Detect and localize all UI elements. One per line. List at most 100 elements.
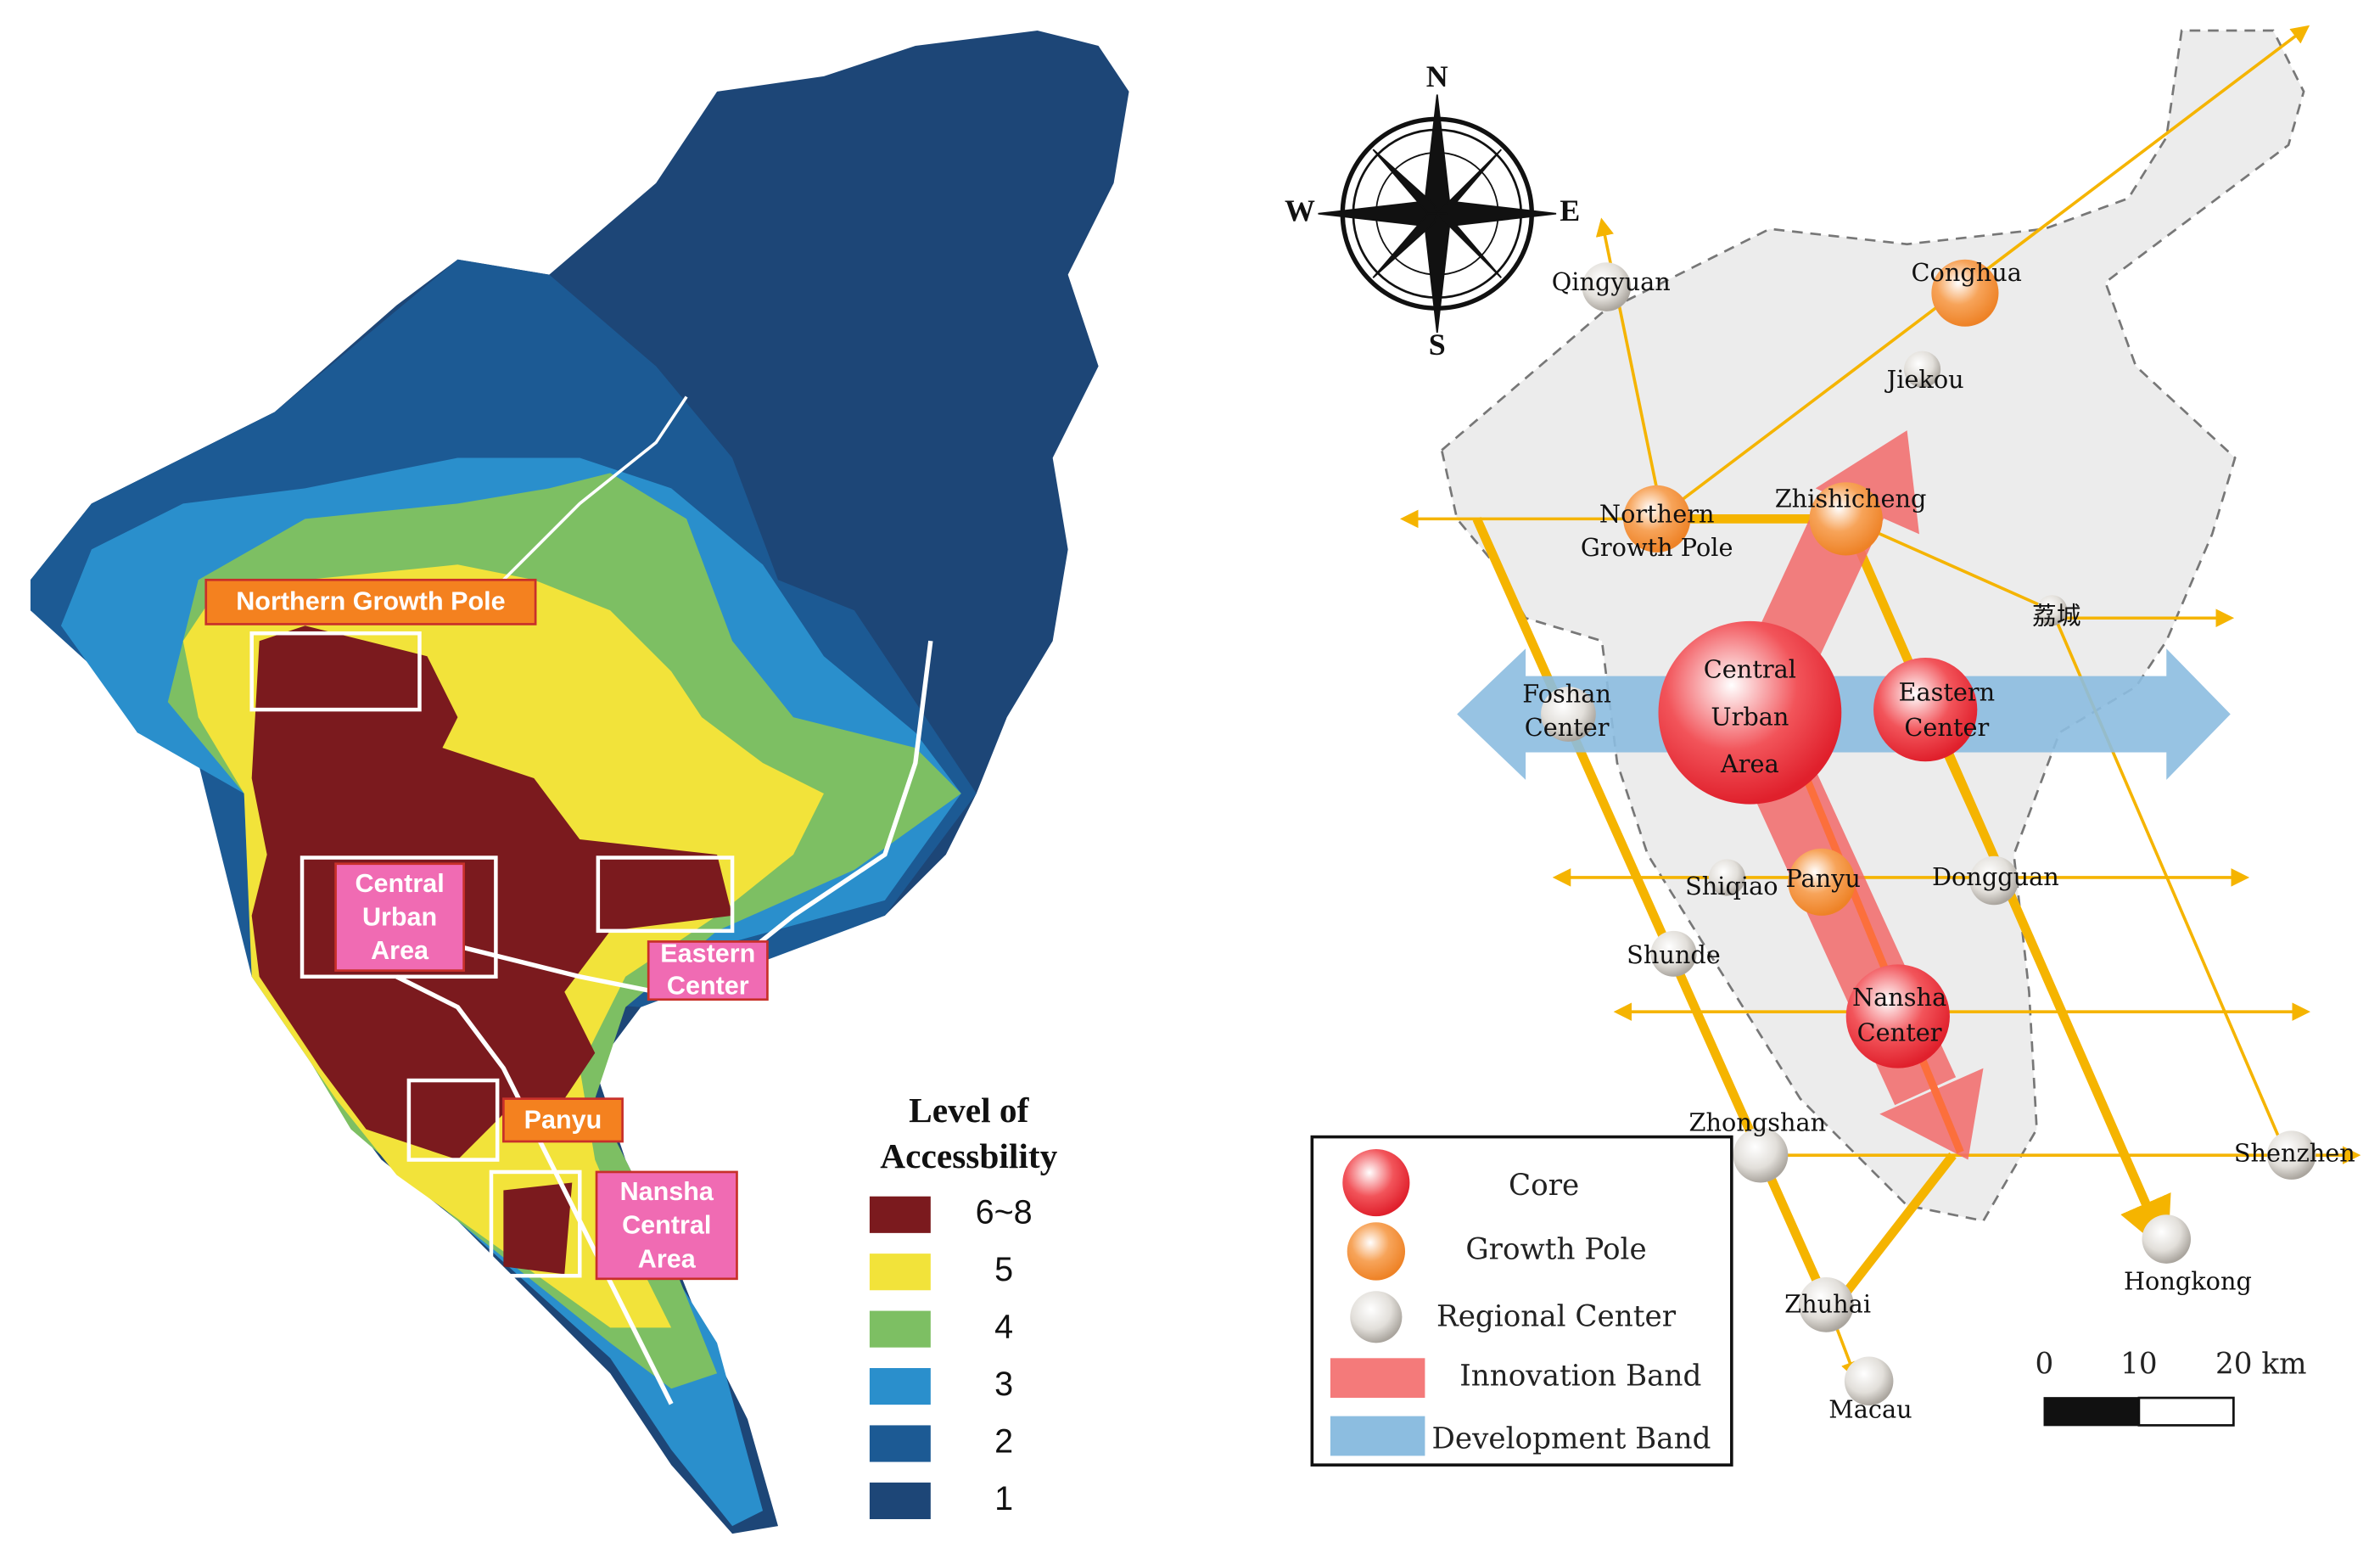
node-label: Nansha (1852, 983, 1946, 1012)
area-label: Nansha (620, 1177, 714, 1206)
node (1844, 1356, 1894, 1406)
legend-title: Accessbility (880, 1136, 1057, 1175)
node-label: Center (1904, 713, 1989, 742)
legend-swatch (869, 1310, 931, 1348)
legend-label: 2 (994, 1422, 1013, 1460)
node (1904, 351, 1941, 388)
node-label: Shiqiao (1685, 872, 1778, 900)
node-label: Zhishicheng (1775, 484, 1927, 513)
node (1809, 482, 1883, 556)
level-region (251, 625, 733, 1160)
node-label: Shunde (1627, 940, 1721, 969)
compass-point (1424, 212, 1451, 334)
node-label: Eastern (1898, 678, 1995, 707)
node (1931, 259, 1999, 327)
node-label: Panyu (1785, 864, 1860, 893)
legend-label: Core (1509, 1169, 1579, 1203)
node-label: Area (1720, 749, 1779, 778)
node-label: Dongguan (1932, 862, 2059, 891)
legend-label: 4 (994, 1309, 1013, 1346)
legend-label: Development Band (1432, 1422, 1711, 1455)
node-label: Zhongshan (1689, 1108, 1827, 1137)
label-box (204, 578, 537, 625)
node-label: Urban (1711, 702, 1789, 731)
compass-point (1318, 200, 1439, 227)
node-label: Hongkong (2124, 1267, 2252, 1296)
legend-swatch (869, 1367, 931, 1405)
legend-label: 3 (994, 1366, 1013, 1403)
node-label: Northern (1599, 499, 1715, 528)
area-label: Area (638, 1244, 697, 1273)
legend-swatch (869, 1425, 931, 1462)
node (1541, 687, 1596, 742)
legend-symbol (1347, 1222, 1406, 1281)
corridor (1827, 1152, 1957, 1315)
legend-label: 5 (994, 1251, 1013, 1288)
node (2142, 1214, 2192, 1264)
legend-symbol (1330, 1358, 1425, 1399)
node (1658, 620, 1842, 805)
innovation-band-head (1815, 430, 1919, 535)
scale-bar (2043, 1397, 2140, 1427)
compass (1318, 94, 1557, 334)
node-label: Foshan (1522, 679, 1611, 708)
area-label: Panyu (524, 1106, 602, 1135)
node-label: Shenzhen (2234, 1139, 2355, 1168)
legend-label: Growth Pole (1465, 1232, 1646, 1266)
highlight-box (489, 1169, 582, 1278)
area-label: Center (667, 971, 749, 1000)
node (1708, 859, 1745, 896)
node-label: Macau (1828, 1395, 1912, 1424)
highlight-box (596, 855, 735, 934)
development-map: Qingyuan Conghua Jiekou Northern Growth Pole… (1285, 25, 2361, 1467)
node-label: Qingyuan (1552, 267, 1671, 296)
innovation-band-axis (1796, 761, 1964, 1154)
nodes: Qingyuan Conghua Jiekou Northern Growth Pole… (1522, 258, 2355, 1424)
scale-label: 0 (2036, 1347, 2054, 1381)
legend-symbol (1330, 1416, 1425, 1456)
node (1733, 1127, 1789, 1183)
area-label: Eastern (660, 939, 755, 968)
node (2036, 595, 2068, 626)
legend-label: Innovation Band (1459, 1360, 1701, 1394)
label-box (647, 940, 769, 1001)
legend-symbol (1350, 1291, 1403, 1343)
compass-point (1435, 212, 1502, 278)
area-label: Area (371, 936, 429, 965)
node (2266, 1130, 2316, 1180)
node (1623, 485, 1691, 552)
label-box (595, 1170, 738, 1281)
legend-title: Level of (909, 1091, 1029, 1130)
compass-north: N (1426, 59, 1448, 93)
node (1582, 262, 1632, 311)
node-label: 荔城 (2032, 602, 2081, 631)
legend-swatch (869, 1254, 931, 1291)
scale-label: 10 (2120, 1347, 2157, 1381)
area-label: Central (622, 1211, 711, 1240)
node (1788, 848, 1856, 916)
area-label: Urban (362, 903, 437, 932)
compass-point (1424, 94, 1451, 216)
label-box (334, 862, 465, 972)
highlight-box (300, 855, 498, 979)
compass-west: W (1285, 194, 1315, 227)
region-outline (1440, 29, 2305, 1222)
highlight-box (406, 1078, 500, 1162)
highlight-box (249, 631, 422, 712)
node-label: Central (1704, 655, 1796, 684)
scale-label: 20 km (2215, 1347, 2306, 1381)
highlight-boxes (249, 631, 735, 1278)
node (1845, 964, 1950, 1068)
legend-label: Regional Center (1436, 1300, 1677, 1334)
corridor (1905, 670, 2168, 1245)
accessibility-map: Northern Growth Pole Central Urban Area East… (30, 30, 1129, 1534)
node-label: Center (1857, 1018, 1942, 1047)
legend-swatch (869, 1196, 931, 1233)
legend-label: 6~8 (976, 1194, 1033, 1231)
label-box (502, 1097, 624, 1143)
legend-swatch (869, 1482, 931, 1520)
legend-symbol (1342, 1148, 1410, 1217)
